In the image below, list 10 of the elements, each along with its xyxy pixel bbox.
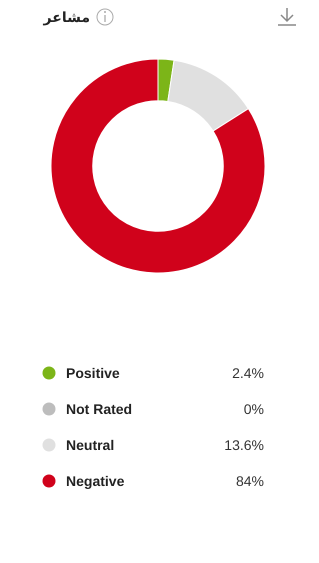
- legend-label: Neutral: [66, 437, 114, 453]
- chart-title: مشاعر: [42, 10, 90, 26]
- data-label: 2.4%: [232, 365, 264, 381]
- legend-label: Positive: [66, 365, 120, 381]
- donut-slice: [50, 58, 266, 274]
- legend-label: Not Rated: [66, 401, 132, 417]
- data-label: 13.6%: [224, 437, 264, 453]
- legend-label: Negative: [66, 473, 125, 489]
- data-label: 84%: [236, 473, 264, 489]
- text: 0%: [244, 401, 264, 417]
